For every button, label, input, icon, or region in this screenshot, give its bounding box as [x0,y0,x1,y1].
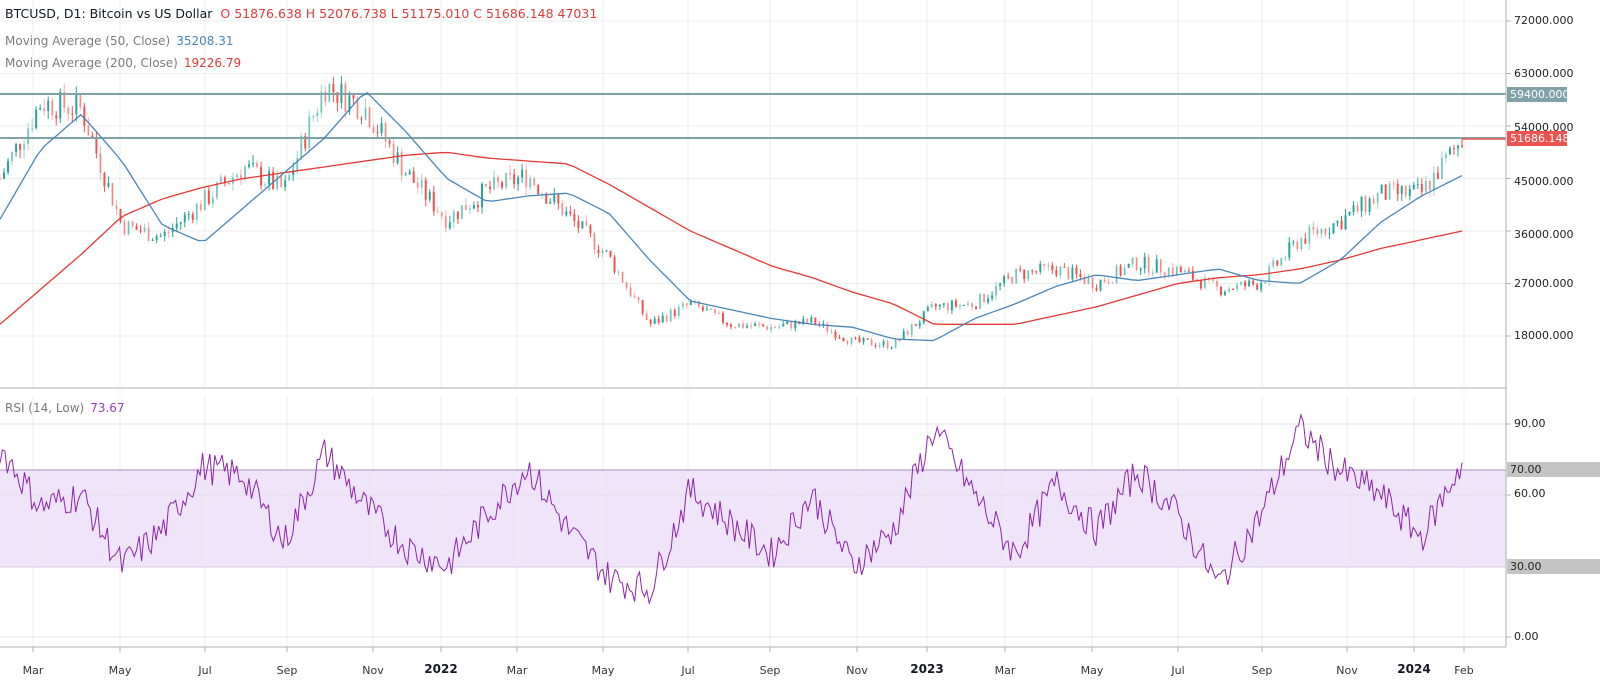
time-axis-label: Jul [1171,664,1185,677]
ma50-label: Moving Average (50, Close) [5,34,171,48]
rsi-lower-band-tag: 30.00 [1507,559,1600,574]
symbol-title: BTCUSD, D1: Bitcoin vs US Dollar [5,6,213,21]
ma50-line [0,91,1463,342]
ma200-label: Moving Average (200, Close) [5,56,178,70]
time-axis-label: Nov [846,664,868,677]
rsi-legend[interactable]: RSI (14, Low) 73.67 [5,401,125,415]
price-grid [0,0,1506,388]
price-tick: 54000.000 [1514,121,1574,134]
time-axis-label: May [591,664,615,677]
time-axis-label: 2024 [1397,662,1431,676]
rsi-grid [0,396,1506,647]
rsi-tick: 0.00 [1514,630,1539,643]
time-axis-label: Nov [1336,664,1358,677]
axis-ticks [32,20,1511,652]
ma200-line [0,151,1463,325]
ma200-legend[interactable]: Moving Average (200, Close) 19226.79 [5,56,241,70]
symbol-legend: BTCUSD, D1: Bitcoin vs US Dollar O 51876.… [5,6,597,21]
rsi-upper-band-tag: 70.00 [1507,462,1600,477]
time-axis-label: 2022 [424,662,458,676]
price-tick: 27000.000 [1514,277,1574,290]
rsi-line [0,413,1463,605]
time-axis-label: Jul [198,664,212,677]
ma200-value: 19226.79 [183,56,242,70]
time-axis-label: Nov [362,664,384,677]
rsi-band [0,470,1506,567]
rsi-value: 73.67 [90,401,125,415]
price-tick: 36000.000 [1514,228,1574,241]
time-axis-label: May [1080,664,1104,677]
time-axis-label: Mar [994,664,1016,677]
time-axis-label: Sep [1251,664,1273,677]
ohlc-values: O 51876.638 H 52076.738 L 51175.010 C 51… [220,6,598,21]
rsi-tick: 60.00 [1514,487,1546,500]
price-tick: 45000.000 [1514,175,1574,188]
price-tick: 63000.000 [1514,67,1574,80]
last-price-tag: 51686.148 [1507,131,1570,146]
time-axis-label: May [108,664,132,677]
time-axis-label: Sep [759,664,781,677]
candlestick-series [0,75,1463,351]
price-tick: 72000.000 [1514,14,1574,27]
price-tick: 18000.000 [1514,329,1574,342]
time-axis-label: Jul [681,664,695,677]
time-axis-label: Mar [22,664,44,677]
time-axis-label: Sep [276,664,298,677]
time-axis-label: Feb [1454,664,1474,677]
rsi-label: RSI (14, Low) [5,401,85,415]
rsi-tick: 90.00 [1514,417,1546,430]
horizontal-line-price-tag[interactable]: 59400.000 [1507,87,1570,102]
ma50-legend[interactable]: Moving Average (50, Close) 35208.31 [5,34,233,48]
time-axis-label: 2023 [910,662,944,676]
time-axis-label: Mar [506,664,528,677]
ma50-value: 35208.31 [176,34,234,48]
